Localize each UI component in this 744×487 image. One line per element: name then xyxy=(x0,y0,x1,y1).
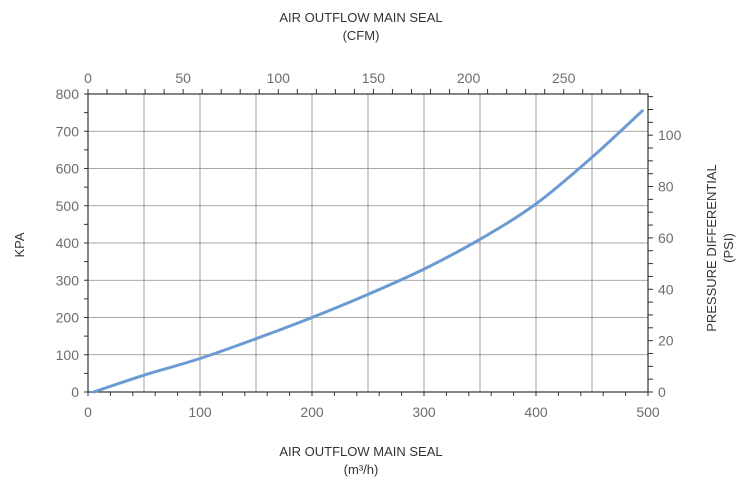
x-bottom-tick-label: 100 xyxy=(188,404,212,420)
x-bottom-tick-labels: 0 100 200 300 400 500 xyxy=(84,404,660,420)
y-left-tick-label: 700 xyxy=(56,123,80,139)
x-bottom-title: AIR OUTFLOW MAIN SEAL xyxy=(279,444,442,459)
grid xyxy=(88,94,648,392)
x-top-tick-label: 0 xyxy=(84,70,92,86)
x-top-tick-label: 150 xyxy=(362,70,386,86)
x-top-tick-labels: 0 50 100 150 200 250 xyxy=(84,70,575,86)
y-right-unit: (PSI) xyxy=(721,233,736,263)
tick-marks xyxy=(84,89,653,396)
y-left-tick-label: 600 xyxy=(56,161,80,177)
y-right-tick-label: 20 xyxy=(658,333,674,349)
x-top-unit: (CFM) xyxy=(343,28,380,43)
y-right-tick-label: 80 xyxy=(658,179,674,195)
x-top-tick-label: 250 xyxy=(552,70,576,86)
series xyxy=(92,109,644,394)
y-right-tick-label: 100 xyxy=(658,127,682,143)
series-line-0 xyxy=(92,109,644,394)
x-top-title: AIR OUTFLOW MAIN SEAL xyxy=(279,10,442,25)
y-left-title: KPA xyxy=(12,232,27,257)
x-top-tick-label: 100 xyxy=(267,70,291,86)
x-bottom-tick-label: 0 xyxy=(84,404,92,420)
y-right-tick-label: 0 xyxy=(658,384,666,400)
y-left-tick-label: 400 xyxy=(56,235,80,251)
y-left-tick-label: 800 xyxy=(56,86,80,102)
y-left-tick-label: 100 xyxy=(56,347,80,363)
x-bottom-tick-label: 300 xyxy=(412,404,436,420)
x-top-tick-label: 200 xyxy=(457,70,481,86)
y-right-tick-label: 60 xyxy=(658,230,674,246)
x-bottom-tick-label: 500 xyxy=(636,404,660,420)
y-right-tick-label: 40 xyxy=(658,281,674,297)
y-right-tick-labels: 0 20 40 60 80 100 xyxy=(658,127,682,400)
y-left-tick-labels: 0 100 200 300 400 500 600 700 800 xyxy=(56,86,80,400)
x-bottom-unit: (m³/h) xyxy=(344,462,379,477)
y-left-tick-label: 0 xyxy=(71,384,79,400)
x-bottom-tick-label: 400 xyxy=(524,404,548,420)
y-left-tick-label: 500 xyxy=(56,198,80,214)
x-top-tick-label: 50 xyxy=(175,70,191,86)
y-left-tick-label: 300 xyxy=(56,272,80,288)
y-left-tick-label: 200 xyxy=(56,310,80,326)
y-right-title: PRESSURE DIFFERENTIAL xyxy=(704,164,719,332)
x-bottom-tick-label: 200 xyxy=(300,404,324,420)
